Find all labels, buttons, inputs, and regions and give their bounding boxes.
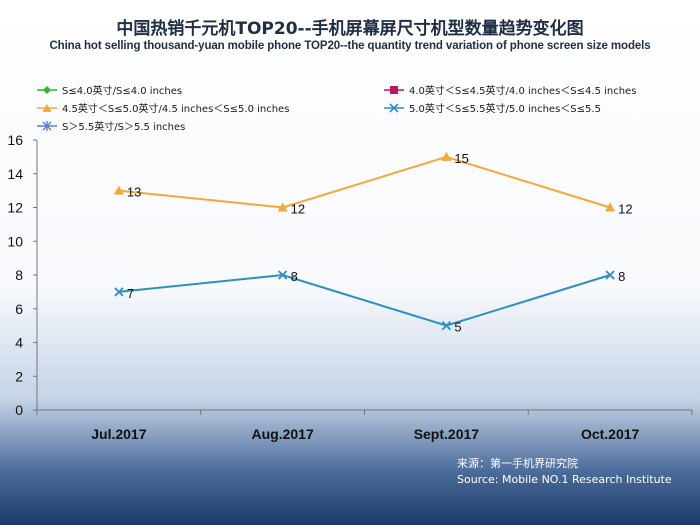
data-label: 12	[291, 202, 305, 217]
legend-label: 5.0英寸＜S≤5.5英寸/5.0 inches＜S≤5.5	[409, 104, 601, 115]
y-tick-label: 10	[7, 233, 23, 249]
y-tick-label: 2	[15, 368, 23, 384]
y-tick-label: 16	[7, 132, 23, 148]
data-point-marker	[441, 320, 452, 331]
y-tick-label: 4	[15, 335, 23, 351]
data-point-marker	[441, 151, 452, 161]
source-en: Source: Mobile NO.1 Research Institute	[457, 473, 672, 486]
data-label: 7	[127, 286, 134, 301]
data-label: 13	[127, 185, 141, 200]
data-point-marker	[277, 202, 288, 212]
data-label: 12	[618, 202, 632, 217]
data-label: 8	[291, 269, 298, 284]
legend-marker-x-icon	[384, 102, 404, 113]
series-line-3	[118, 273, 611, 327]
data-label: 15	[454, 151, 468, 166]
x-tick-label: Jul.2017	[91, 426, 146, 442]
y-tick-label: 14	[7, 166, 23, 182]
legend-item-5-0-to-5-5: 5.0英寸＜S≤5.5英寸/5.0 inches＜S≤5.5	[383, 100, 601, 115]
data-point-marker	[605, 202, 616, 212]
legend-label: 4.0英寸＜S≤4.5英寸/4.0 inches＜S≤4.5 inches	[409, 86, 637, 97]
legend-item-s-le-4-0: S≤4.0英寸/S≤4.0 inches	[36, 82, 182, 97]
data-point-marker	[605, 270, 615, 280]
legend-marker-diamond-icon	[37, 85, 57, 94]
legend-item-4-5-to-5-0: 4.5英寸＜S≤5.0英寸/4.5 inches＜S≤5.0 inches	[36, 100, 289, 115]
x-tick-label: Oct.2017	[581, 426, 640, 442]
legend-marker-square-icon	[384, 85, 404, 94]
y-tick-label: 12	[7, 200, 23, 216]
data-point-marker	[114, 287, 124, 297]
data-point-marker	[277, 270, 288, 280]
data-point-marker	[113, 185, 124, 195]
data-label: 8	[618, 269, 625, 284]
chart-subtitle: China hot selling thousand-yuan mobile p…	[49, 40, 651, 52]
source-cn: 来源：第一手机界研究院	[457, 457, 578, 470]
data-label: 5	[454, 320, 461, 335]
legend-label: S≤4.0英寸/S≤4.0 inches	[62, 86, 183, 97]
y-tick-label: 0	[15, 402, 23, 418]
legend-label: S＞5.5英寸/S＞5.5 inches	[62, 122, 186, 133]
legend-label: 4.5英寸＜S≤5.0英寸/4.5 inches＜S≤5.0 inches	[62, 104, 290, 115]
x-tick-label: Aug.2017	[252, 426, 314, 442]
x-tick-label: Sept.2017	[414, 426, 480, 442]
y-tick-label: 8	[15, 267, 23, 283]
chart-title: 中国热销千元机TOP20--手机屏幕屏尺寸机型数量趋势变化图	[116, 19, 584, 39]
legend-item-s-gt-5-5: S＞5.5英寸/S＞5.5 inches	[36, 118, 185, 133]
legend-item-4-0-to-4-5: 4.0英寸＜S≤4.5英寸/4.0 inches＜S≤4.5 inches	[383, 82, 636, 97]
legend-marker-asterisk-icon	[37, 120, 57, 131]
source-note: 来源：第一手机界研究院 Source: Mobile NO.1 Research…	[457, 456, 672, 488]
series-line-2	[118, 155, 611, 209]
y-tick-label: 6	[15, 301, 23, 317]
legend-marker-triangle-icon	[37, 103, 57, 112]
